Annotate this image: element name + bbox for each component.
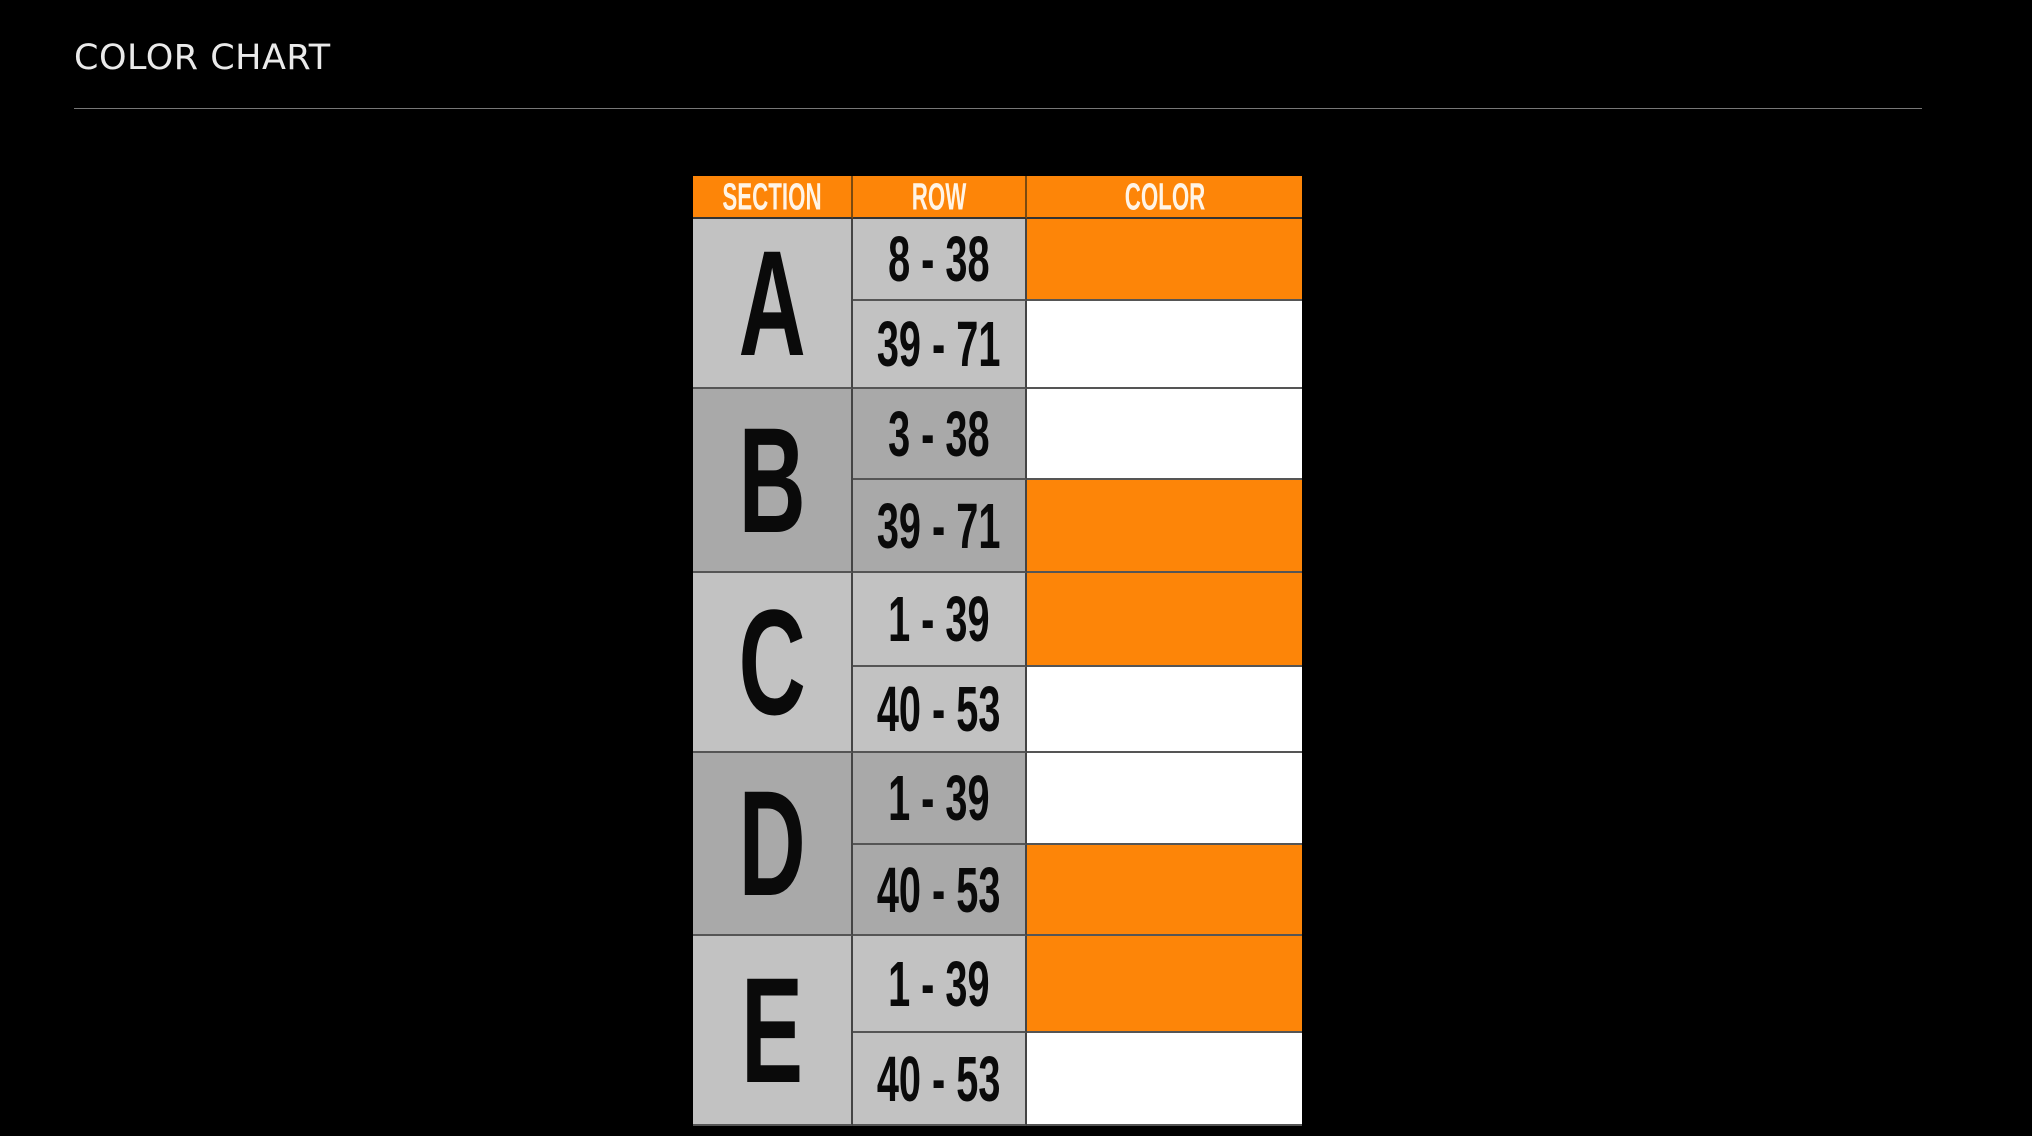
page-title: COLOR CHART [74, 38, 331, 78]
header-row: ROW [853, 176, 1027, 219]
row-range-label: 1 - 39 [888, 762, 990, 834]
color-swatch-white [1027, 1033, 1302, 1126]
row-range-label: 3 - 38 [888, 397, 990, 470]
row-range-label: 40 - 53 [877, 673, 1001, 745]
row-range-label: 40 - 53 [877, 1042, 1001, 1115]
row-range-cell: 1 - 39 [853, 936, 1027, 1033]
row-range-label: 1 - 39 [888, 583, 990, 655]
row-range-cell: 40 - 53 [853, 1033, 1027, 1126]
section-cell-a: A [693, 219, 853, 389]
row-range-label: 39 - 71 [877, 308, 1001, 380]
color-swatch-orange [1027, 573, 1302, 667]
row-range-cell: 3 - 38 [853, 389, 1027, 480]
row-range-label: 39 - 71 [877, 489, 1001, 562]
section-cell-e: E [693, 936, 853, 1126]
section-label: E [740, 945, 804, 1114]
row-range-label: 1 - 39 [888, 947, 990, 1020]
row-range-label: 8 - 38 [888, 223, 990, 295]
color-swatch-white [1027, 301, 1302, 389]
section-cell-c: C [693, 573, 853, 753]
section-cell-b: B [693, 389, 853, 573]
color-swatch-orange [1027, 845, 1302, 936]
color-swatch-white [1027, 389, 1302, 480]
header-section-label: SECTION [722, 176, 822, 218]
color-swatch-white [1027, 753, 1302, 845]
row-range-cell: 40 - 53 [853, 667, 1027, 753]
row-range-cell: 8 - 38 [853, 219, 1027, 301]
color-chart-table: SECTION ROW COLOR A 8 - 38 39 - 71 B 3 - 38 3… [693, 176, 1302, 1136]
header-section: SECTION [693, 176, 853, 219]
section-label: D [738, 759, 806, 927]
row-range-cell: 1 - 39 [853, 573, 1027, 667]
color-swatch-orange [1027, 936, 1302, 1033]
header-row-label: ROW [911, 176, 967, 218]
row-range-cell: 40 - 53 [853, 845, 1027, 936]
color-swatch-orange [1027, 219, 1302, 301]
section-label: B [738, 395, 806, 564]
row-range-cell: 39 - 71 [853, 301, 1027, 389]
row-range-label: 40 - 53 [877, 853, 1001, 926]
color-swatch-orange [1027, 480, 1302, 573]
header-color-label: COLOR [1124, 176, 1205, 218]
divider [74, 108, 1922, 109]
row-range-cell: 39 - 71 [853, 480, 1027, 573]
section-label: A [738, 219, 806, 387]
header-color: COLOR [1027, 176, 1302, 219]
row-range-cell: 1 - 39 [853, 753, 1027, 845]
section-cell-d: D [693, 753, 853, 936]
section-label: C [738, 577, 806, 746]
color-swatch-white [1027, 667, 1302, 753]
